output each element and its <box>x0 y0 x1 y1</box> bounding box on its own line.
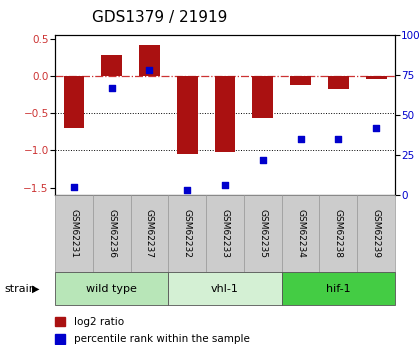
Text: wild type: wild type <box>86 284 137 294</box>
Text: ▶: ▶ <box>32 284 39 294</box>
Point <box>260 157 266 162</box>
Text: vhl-1: vhl-1 <box>211 284 239 294</box>
Point <box>373 125 380 130</box>
Text: GSM62238: GSM62238 <box>334 209 343 258</box>
Bar <box>177 76 198 154</box>
Text: percentile rank within the sample: percentile rank within the sample <box>74 335 249 345</box>
Point <box>71 184 77 190</box>
Bar <box>215 76 235 152</box>
Text: GSM62231: GSM62231 <box>69 209 79 258</box>
Bar <box>131 195 168 272</box>
Point <box>184 187 191 193</box>
Point <box>297 136 304 142</box>
Text: GSM62233: GSM62233 <box>220 209 229 258</box>
Text: GSM62236: GSM62236 <box>107 209 116 258</box>
Text: GSM62239: GSM62239 <box>372 209 381 258</box>
Point <box>146 67 153 73</box>
Text: GSM62234: GSM62234 <box>296 209 305 258</box>
Bar <box>168 272 282 305</box>
Bar <box>93 195 131 272</box>
Bar <box>139 45 160 76</box>
Bar <box>101 55 122 76</box>
Text: strain: strain <box>4 284 36 294</box>
Bar <box>55 272 168 305</box>
Point <box>222 183 228 188</box>
Bar <box>328 76 349 89</box>
Bar <box>282 272 395 305</box>
Text: log2 ratio: log2 ratio <box>74 317 123 327</box>
Bar <box>282 195 320 272</box>
Bar <box>63 76 84 128</box>
Text: GSM62235: GSM62235 <box>258 209 267 258</box>
Text: GDS1379 / 21919: GDS1379 / 21919 <box>92 10 227 25</box>
Bar <box>290 76 311 85</box>
Text: GSM62237: GSM62237 <box>145 209 154 258</box>
Text: hif-1: hif-1 <box>326 284 351 294</box>
Bar <box>252 76 273 118</box>
Bar <box>320 195 357 272</box>
Bar <box>366 76 386 79</box>
Point <box>335 136 342 142</box>
Bar <box>168 195 206 272</box>
Point <box>108 85 115 90</box>
Bar <box>55 195 93 272</box>
Bar <box>244 195 282 272</box>
Text: GSM62232: GSM62232 <box>183 209 192 258</box>
Bar <box>206 195 244 272</box>
Bar <box>357 195 395 272</box>
